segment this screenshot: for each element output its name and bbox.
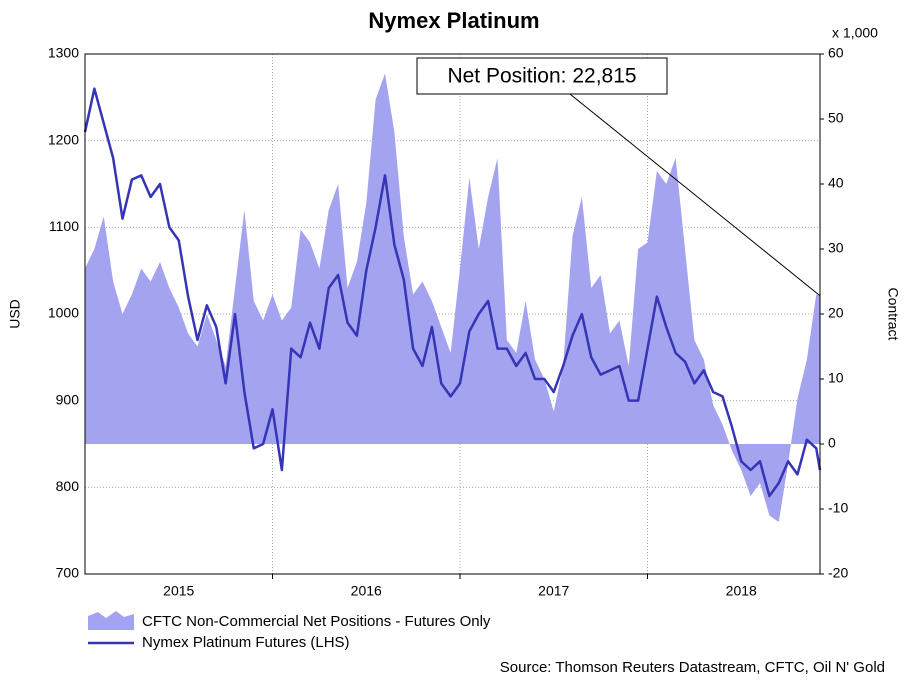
y2-tick-label: 50 — [828, 110, 844, 126]
annotation-leader — [564, 89, 821, 297]
line — [83, 87, 822, 498]
annotation: Net Position: 22,815 — [447, 65, 636, 88]
source: Source: Thomson Reuters Datastream, CFTC… — [500, 659, 885, 676]
annotation-box — [416, 57, 668, 95]
legend-label: CFTC Non-Commercial Net Positions - Futu… — [142, 613, 491, 630]
y2-tick-label: 30 — [828, 240, 844, 256]
legend-swatch — [88, 611, 134, 630]
y-tick-label: 700 — [56, 565, 80, 581]
y2-tick-label: 40 — [828, 175, 844, 191]
y-axis-label: USD — [7, 299, 23, 329]
x-tick-label: 2016 — [351, 583, 382, 599]
y-tick-label: 800 — [56, 478, 80, 494]
area — [85, 73, 820, 522]
y-tick-label: 900 — [56, 391, 80, 407]
y2-tick-label: -20 — [828, 565, 848, 581]
y-tick-label: 1100 — [49, 218, 79, 234]
legend-label: Nymex Platinum Futures (LHS) — [142, 634, 350, 651]
y2-tick-label: 10 — [828, 370, 844, 386]
y2-tick-label: 60 — [828, 45, 844, 61]
x-tick-label: 2015 — [163, 583, 194, 599]
y2-unit: x 1,000 — [832, 25, 878, 41]
y2-tick-label: -10 — [828, 500, 848, 516]
chart-title: Nymex Platinum — [368, 8, 539, 33]
y-tick-label: 1000 — [48, 305, 79, 321]
x-tick-label: 2017 — [538, 583, 569, 599]
y-tick-label: 1200 — [48, 131, 79, 147]
y-tick-label: 1300 — [48, 45, 79, 61]
y2-tick-label: 0 — [828, 435, 836, 451]
y2-tick-label: 20 — [828, 305, 844, 321]
y2-axis-label: Contract — [885, 288, 901, 341]
plot-frame — [84, 53, 821, 575]
x-tick-label: 2018 — [726, 583, 757, 599]
